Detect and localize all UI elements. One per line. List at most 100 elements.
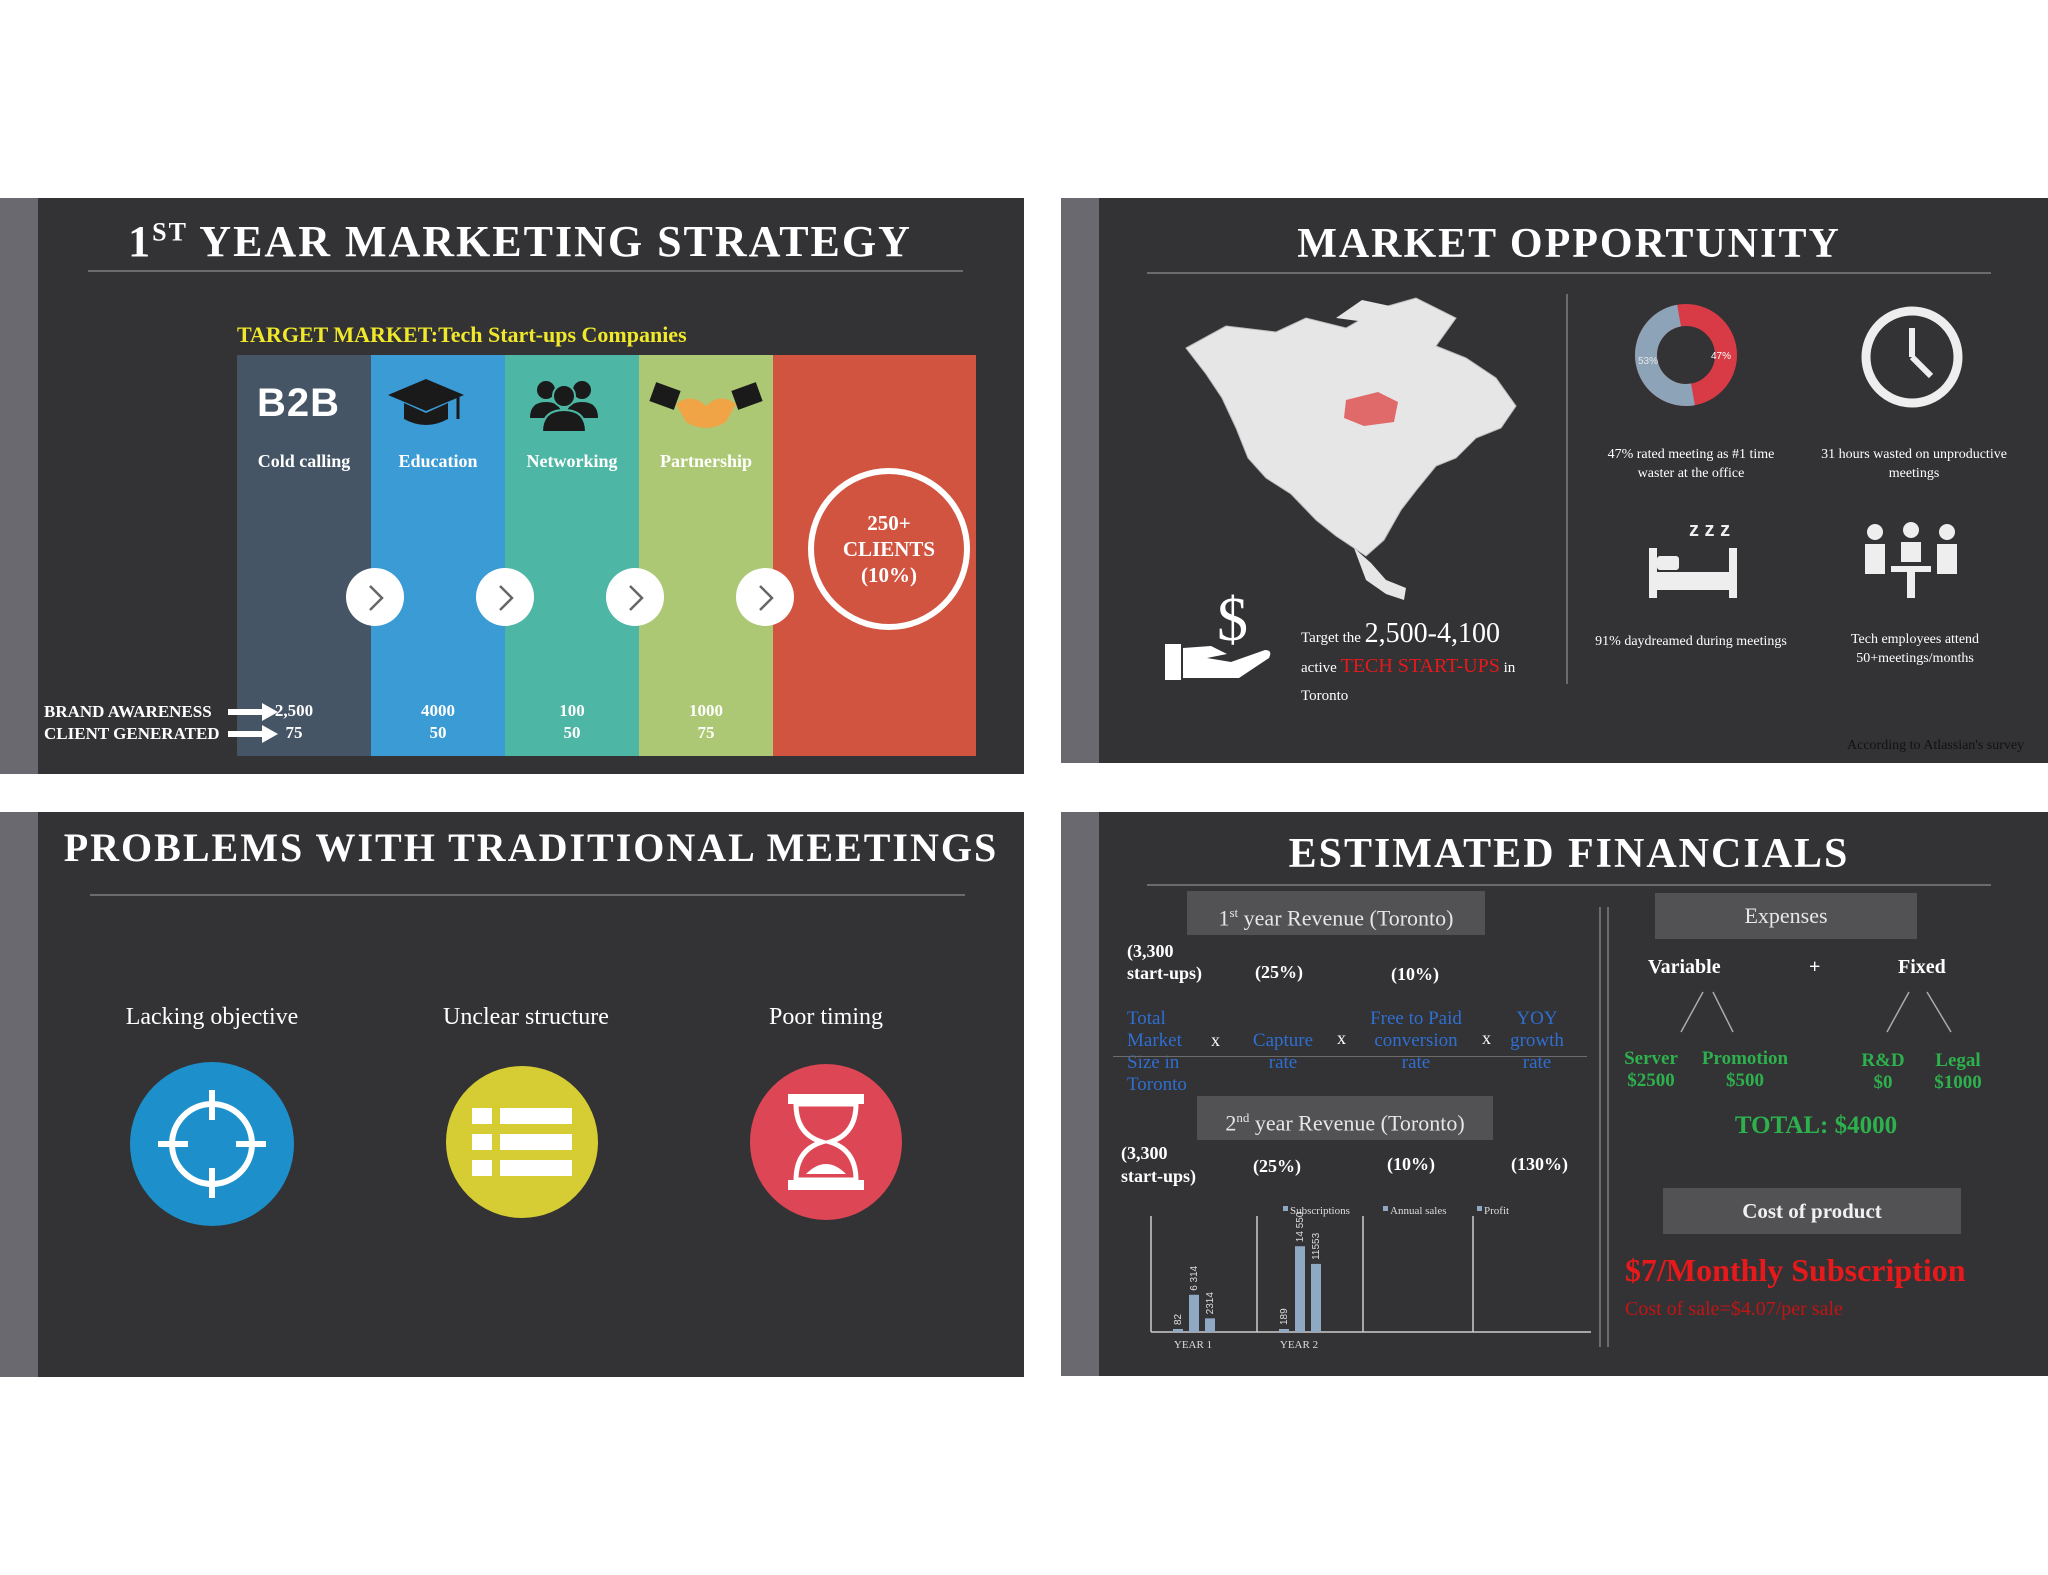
problem-label-structure: Unclear structure <box>443 1004 609 1030</box>
slide-accent-bar <box>0 812 38 1377</box>
slide-financials: ESTIMATED FINANCIALS 1st year Revenue (T… <box>1061 812 2048 1376</box>
chevron-right-icon <box>629 585 644 611</box>
slide-title: MARKET OPPORTUNITY <box>1297 221 1841 267</box>
chevron-right-icon <box>369 585 384 611</box>
rev2-startups: (3,300 start-ups) <box>1121 1143 1196 1186</box>
arrow-right-icon <box>228 703 278 721</box>
channel-label: Partnership <box>660 451 752 471</box>
rd-expense: R&D $0 <box>1861 1050 1905 1093</box>
slide-market-opportunity: MARKET OPPORTUNITY 53% 47% 47% rated mee… <box>1061 198 2048 763</box>
column-divider <box>1607 907 1609 1347</box>
legend-label: Profit <box>1484 1205 1509 1217</box>
stat-time-waster: 47% rated meeting as #1 time waster at t… <box>1607 447 1775 481</box>
chart-bar <box>1279 1329 1289 1332</box>
donut-chart-icon <box>1635 304 1737 406</box>
cost-of-sale-text: Cost of sale=$4.07/per sale <box>1625 1298 1843 1320</box>
column-divider <box>1566 294 1568 684</box>
chevron-right-icon <box>499 585 514 611</box>
hourglass-icon <box>788 1094 864 1190</box>
chart-bar <box>1311 1263 1321 1332</box>
formula-yoy-growth: YOY growth rate <box>1510 1008 1564 1073</box>
clients-value: 75 <box>697 723 715 742</box>
chart-data-label: 189 <box>1279 1308 1290 1325</box>
multiply-sign: x <box>1337 1028 1346 1048</box>
title-rule <box>90 894 965 896</box>
problem-label-timing: Poor timing <box>768 1004 883 1030</box>
chart-bar <box>1173 1329 1183 1332</box>
legend-swatch <box>1283 1206 1288 1211</box>
crosshair-circle <box>130 1062 294 1226</box>
awareness-value: 1000 <box>689 701 723 720</box>
expenses-header: Expenses <box>1655 893 1917 939</box>
chart-data-label: 11553 <box>1311 1232 1322 1260</box>
rev2-conversion: (10%) <box>1387 1154 1435 1174</box>
svg-text:z z z: z z z <box>1689 519 1730 541</box>
donut-left-label: 53% <box>1638 356 1659 367</box>
clients-value: 50 <box>429 723 447 742</box>
title-rule <box>1147 884 1991 886</box>
people-icon <box>530 381 598 433</box>
chart-bar <box>1205 1318 1215 1332</box>
rev1-capture: (25%) <box>1255 962 1303 982</box>
chart-category-label: YEAR 1 <box>1174 1339 1212 1351</box>
chart-data-label: 2314 <box>1205 1292 1216 1315</box>
slide-marketing-strategy: 1ST YEAR MARKETING STRATEGY TARGET MARKE… <box>0 198 1024 774</box>
legend-label: Annual sales <box>1390 1205 1447 1217</box>
list-icon <box>472 1108 572 1176</box>
column-divider <box>1599 907 1601 1347</box>
title-rule <box>1147 272 1991 274</box>
server-expense: Server $2500 <box>1624 1048 1678 1091</box>
formula-free-to-paid: Free to Paid conversion rate <box>1370 1008 1462 1073</box>
channel-label: Cold calling <box>257 451 351 471</box>
graduation-cap-icon <box>388 379 464 425</box>
formula-capture-rate: Capture rate <box>1252 1030 1314 1073</box>
fixed-label: Fixed <box>1898 956 1946 978</box>
arrow-right-icon <box>228 725 278 743</box>
clock-icon <box>1861 306 1963 408</box>
chevron-right-icon <box>759 585 774 611</box>
expense-tree-lines <box>1680 991 1952 1033</box>
donut-right-label: 47% <box>1711 351 1732 362</box>
stat-meetings-per-month: Tech employees attend 50+meetings/months <box>1850 632 1980 666</box>
legend-swatch <box>1383 1206 1388 1211</box>
awareness-value: 2,500 <box>274 701 314 720</box>
arrow-circle-4 <box>736 568 794 626</box>
total-expense: TOTAL: $4000 <box>1734 1112 1898 1139</box>
team-meeting-icon <box>1865 522 1957 598</box>
b2b-logo: B2B <box>257 381 341 425</box>
problem-label-objective: Lacking objective <box>125 1004 299 1030</box>
awareness-value: 4000 <box>421 701 455 720</box>
cost-of-product-header: Cost of product <box>1663 1188 1961 1234</box>
svg-text:$: $ <box>1217 588 1248 654</box>
strategy-columns: Cold calling 2,500 75 Education 4000 50 Networ… <box>237 355 976 756</box>
dollar-hand-icon: $ <box>1165 588 1271 680</box>
stat-daydreamed: 91% daydreamed during meetings <box>1595 634 1787 649</box>
rev1-startups: (3,300 start-ups) <box>1127 941 1202 983</box>
bed-icon: z z z <box>1649 519 1737 598</box>
title-rule <box>88 270 963 272</box>
chart-data-label: 14 550 <box>1295 1211 1306 1242</box>
multiply-sign: x <box>1211 1030 1220 1050</box>
chart-bar <box>1295 1246 1305 1332</box>
chart-category-label: YEAR 2 <box>1280 1339 1318 1351</box>
chart-data-label: 82 <box>1173 1313 1184 1325</box>
stat-hours-wasted: 31 hours wasted on unproductive meetings <box>1821 447 2007 481</box>
promotion-expense: Promotion $500 <box>1701 1048 1789 1091</box>
rev2-header: 2nd year Revenue (Toronto) <box>1197 1096 1493 1140</box>
target-market: TARGET MARKET:Tech Start-ups Companies <box>237 322 687 347</box>
rev2-growth: (130%) <box>1511 1154 1568 1174</box>
clients-result-circle <box>808 468 970 630</box>
client-generated-label: CLIENT GENERATED <box>44 724 220 743</box>
channel-label: Education <box>398 451 478 471</box>
arrow-circle-1 <box>346 568 404 626</box>
legend-swatch <box>1477 1206 1482 1211</box>
clients-value: 50 <box>563 723 581 742</box>
slide-title: 1ST YEAR MARKETING STRATEGY <box>128 217 912 266</box>
slide-accent-bar <box>0 198 38 774</box>
rev1-conversion: (10%) <box>1391 964 1439 984</box>
awareness-value: 100 <box>559 701 585 720</box>
plus-sign: + <box>1809 956 1821 978</box>
strategy-column: Cold calling 2,500 75 <box>237 355 371 756</box>
arrow-circle-2 <box>476 568 534 626</box>
legal-expense: Legal $1000 <box>1934 1050 1982 1093</box>
